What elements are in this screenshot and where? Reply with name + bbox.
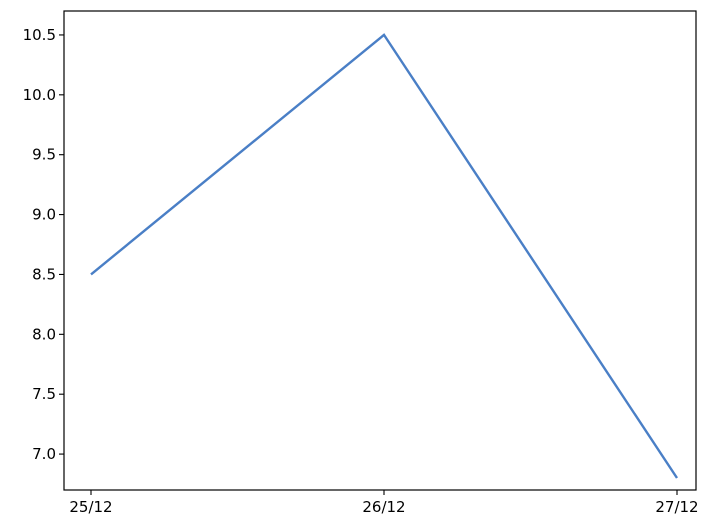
y-tick-label: 7.0	[32, 445, 56, 463]
y-tick-label: 9.0	[32, 206, 56, 224]
plot-background	[64, 11, 696, 490]
x-axis: 25/12 26/12 27/12	[69, 490, 699, 516]
y-tick-label: 10.5	[23, 26, 56, 44]
y-tick-label: 7.5	[32, 385, 56, 403]
y-axis: 7.0 7.5 8.0 8.5 9.0 9.5 10.0 10.5	[23, 26, 64, 463]
y-tick-label: 10.0	[23, 86, 56, 104]
x-tick-label: 27/12	[655, 498, 698, 516]
y-tick-label: 8.0	[32, 325, 56, 343]
x-tick-label: 25/12	[69, 498, 112, 516]
y-tick-label: 9.5	[32, 146, 56, 164]
y-tick-label: 8.5	[32, 265, 56, 283]
series-line	[90, 33, 679, 479]
plot-frame	[63, 10, 697, 491]
x-tick-label: 26/12	[362, 498, 405, 516]
series-layer	[90, 33, 679, 479]
